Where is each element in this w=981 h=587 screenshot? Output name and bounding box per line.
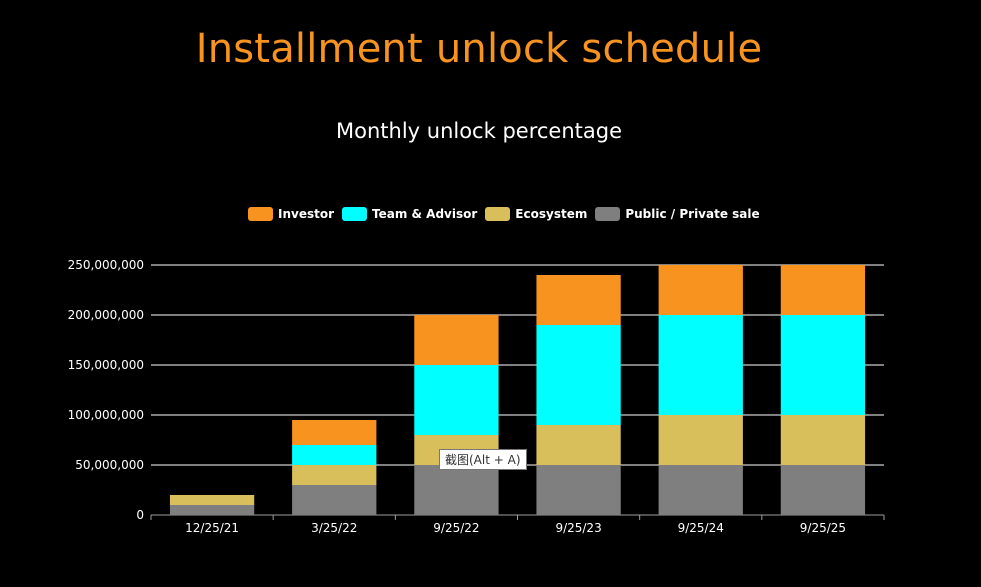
y-tick-label: 200,000,000 bbox=[68, 308, 144, 322]
y-tick-label: 50,000,000 bbox=[75, 458, 144, 472]
bar-public-private-sale-5 bbox=[658, 465, 743, 515]
bar-public-private-sale-4 bbox=[536, 465, 621, 515]
bar-ecosystem-5 bbox=[658, 415, 743, 465]
legend-label-team-advisor: Team & Advisor bbox=[372, 207, 478, 221]
legend-item-public-private-sale[interactable]: Public / Private sale bbox=[595, 207, 760, 221]
x-tick-label: 12/25/21 bbox=[185, 521, 239, 535]
bar-team-advisor-5 bbox=[658, 315, 743, 415]
x-tick-label: 3/25/22 bbox=[311, 521, 357, 535]
legend-swatch-public-private-sale bbox=[595, 207, 621, 221]
bar-ecosystem-2 bbox=[292, 465, 377, 485]
screenshot-tooltip: 截图(Alt + A) bbox=[439, 449, 527, 470]
x-tick-label: 9/25/22 bbox=[433, 521, 479, 535]
y-tick-label: 150,000,000 bbox=[68, 358, 144, 372]
legend-label-ecosystem: Ecosystem bbox=[515, 207, 588, 221]
legend-swatch-team-advisor bbox=[342, 207, 368, 221]
bar-team-advisor-2 bbox=[292, 445, 377, 465]
x-tick-label: 9/25/25 bbox=[800, 521, 846, 535]
y-tick-label: 0 bbox=[136, 508, 144, 522]
legend-item-team-advisor[interactable]: Team & Advisor bbox=[342, 207, 477, 221]
legend-label-public-private-sale: Public / Private sale bbox=[625, 207, 760, 221]
page-title: Installment unlock schedule bbox=[195, 26, 763, 72]
bar-public-private-sale-3 bbox=[414, 465, 499, 515]
bar-public-private-sale-6 bbox=[780, 465, 866, 515]
y-tick-label: 250,000,000 bbox=[68, 258, 144, 272]
bar-ecosystem-1 bbox=[169, 495, 255, 505]
bar-ecosystem-4 bbox=[536, 425, 621, 465]
bar-public-private-sale-2 bbox=[292, 485, 377, 515]
x-tick-label: 9/25/24 bbox=[678, 521, 724, 535]
legend-swatch-investor bbox=[248, 207, 273, 221]
bar-investor-4 bbox=[536, 275, 621, 325]
bar-team-advisor-6 bbox=[780, 315, 866, 415]
bar-team-advisor-4 bbox=[536, 325, 621, 425]
bar-ecosystem-6 bbox=[780, 415, 866, 465]
bar-investor-6 bbox=[780, 265, 866, 315]
legend-item-ecosystem[interactable]: Ecosystem bbox=[485, 207, 587, 221]
bar-investor-5 bbox=[658, 265, 743, 315]
legend-swatch-ecosystem bbox=[485, 207, 511, 221]
y-tick-label: 100,000,000 bbox=[68, 408, 144, 422]
chart-title: Monthly unlock percentage bbox=[336, 119, 622, 143]
bar-public-private-sale-1 bbox=[169, 505, 255, 515]
legend-label-investor: Investor bbox=[278, 207, 335, 221]
bar-investor-2 bbox=[292, 420, 377, 445]
bar-team-advisor-3 bbox=[414, 365, 499, 435]
chart-legend: Investor Team & Advisor Ecosystem Public… bbox=[248, 207, 760, 221]
legend-item-investor[interactable]: Investor bbox=[248, 207, 334, 221]
bar-investor-3 bbox=[414, 315, 499, 365]
x-tick-label: 9/25/23 bbox=[555, 521, 601, 535]
